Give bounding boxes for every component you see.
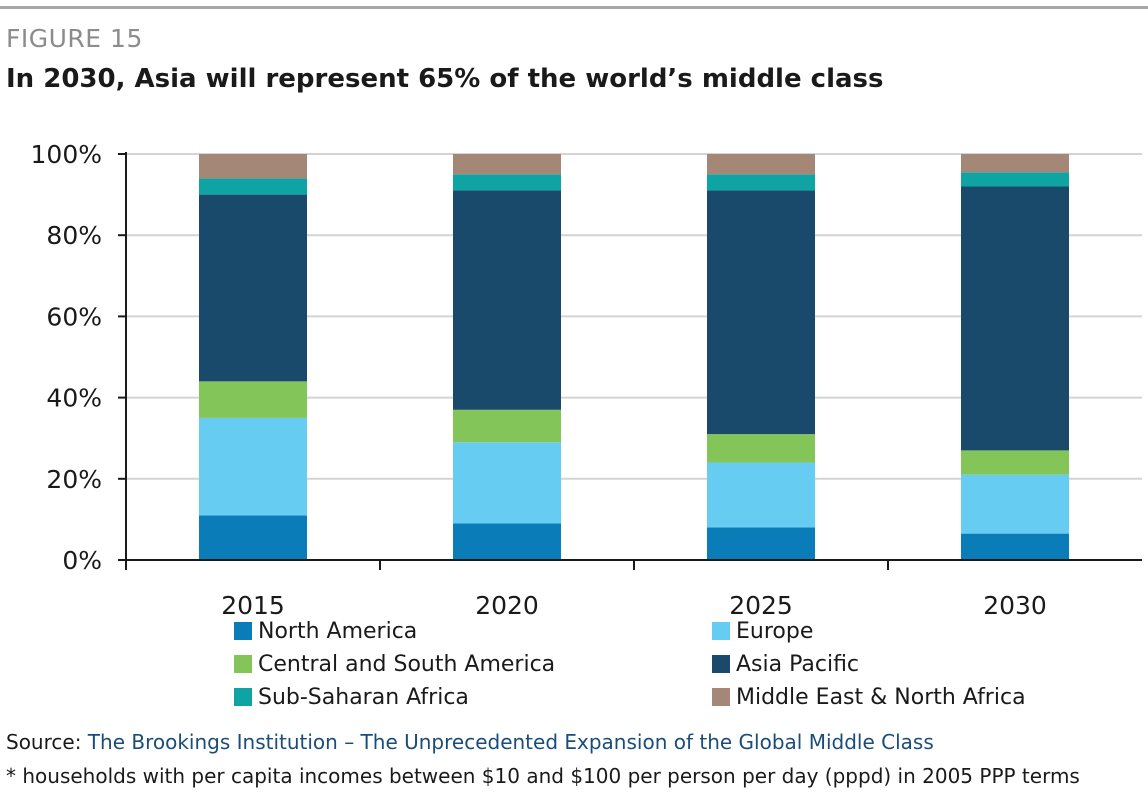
source-prefix: Source: [6,730,88,754]
top-rule [0,6,1148,9]
bar-segment [707,154,815,175]
bar-segment [199,154,307,179]
legend: North America Europe Central and South Ame… [0,616,1148,716]
bar-segment [707,527,815,560]
legend-item: Sub-Saharan Africa [234,682,469,712]
bar-segment [453,523,561,560]
legend-label: North America [258,618,418,644]
legend-swatch [234,655,252,673]
x-tick-label: 2015 [221,591,285,620]
x-tick-label: 2025 [729,591,793,620]
bars [199,154,1069,560]
bar-segment [199,515,307,560]
legend-label: Middle East & North Africa [736,684,1026,710]
y-tick-label: 40% [46,384,102,413]
bar-segment [453,174,561,191]
x-tick-labels: 2015 2020 2025 2030 [221,591,1047,620]
bar-segment [453,154,561,175]
bar-segment [453,409,561,443]
bar-segment [961,450,1069,475]
bar-segment [961,172,1069,187]
figure-label: FIGURE 15 [6,24,143,53]
bar-segment [961,533,1069,560]
legend-swatch [712,655,730,673]
legend-item: Europe [712,616,813,646]
legend-label: Asia Pacific [736,651,860,677]
bar-segment [961,474,1069,534]
bar-segment [707,434,815,463]
stacked-bar-chart: 0% 20% 40% 60% 80% 100% 2015 2020 2025 2030 [31,140,1142,620]
bar-segment [961,154,1069,173]
y-tick-labels: 0% 20% 40% 60% 80% 100% [31,140,102,575]
bar-segment [707,174,815,191]
legend-item: Central and South America [234,649,555,679]
y-tick-label: 80% [46,221,102,250]
bar-segment [453,190,561,410]
bar-segment [961,186,1069,451]
legend-swatch [712,688,730,706]
legend-swatch [712,622,730,640]
legend-swatch [234,688,252,706]
y-tick-label: 20% [46,465,102,494]
y-tick-label: 60% [46,302,102,331]
legend-swatch [234,622,252,640]
source-link[interactable]: The Brookings Institution – The Unpreced… [87,730,934,754]
axes [118,152,1142,570]
bar-segment [199,417,307,516]
bar-segment [707,462,815,528]
footnote: * households with per capita incomes bet… [6,764,1080,788]
bar-segment [199,194,307,382]
legend-item: North America [234,616,417,646]
figure-title: In 2030, Asia will represent 65% of the … [6,64,884,94]
legend-item: Asia Pacific [712,649,859,679]
legend-label: Europe [736,618,814,644]
x-tick-label: 2020 [475,591,539,620]
x-tick-label: 2030 [983,591,1047,620]
source-line: Source: The Brookings Institution – The … [6,730,934,754]
bar-segment [199,381,307,418]
bar-segment [707,190,815,435]
y-tick-label: 0% [62,546,102,575]
y-tick-label: 100% [31,140,102,169]
bar-segment [453,442,561,524]
legend-label: Central and South America [258,651,556,677]
bar-segment [199,178,307,195]
legend-label: Sub-Saharan Africa [258,684,469,710]
legend-item: Middle East & North Africa [712,682,1026,712]
